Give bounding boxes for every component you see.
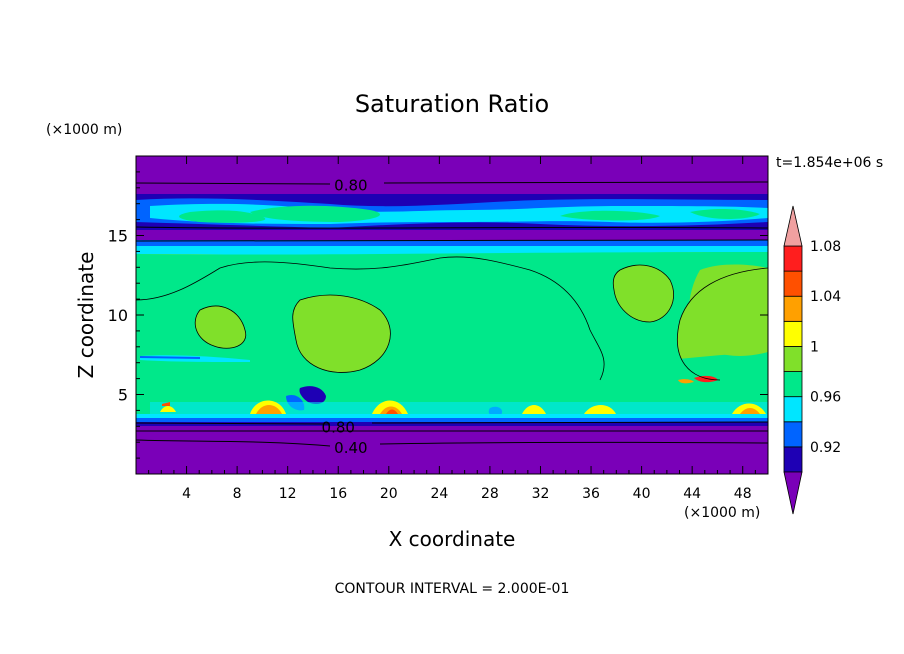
contour-line: [135, 430, 769, 432]
field-strip-blue: [136, 240, 768, 246]
contour-lines: [135, 181, 769, 447]
y-tick-label-2: 15: [108, 227, 128, 246]
colorbar-high-arrow: [783, 205, 803, 247]
chart-title: Saturation Ratio: [355, 90, 549, 118]
contour-label-1: 0.80: [322, 418, 355, 436]
y-axis: 5 10 15: [108, 171, 768, 459]
x-tick-label-9: 40: [633, 486, 651, 502]
field-band-purple-mid: [136, 230, 768, 240]
x-tick-label-7: 32: [532, 486, 550, 502]
x-tick-label-3: 16: [329, 486, 347, 502]
contour-label-2: 0.40: [334, 439, 367, 457]
colorbar: 0.92 0.96 1 1.04 1.08: [783, 205, 841, 515]
colorbar-segment-5: [783, 320, 803, 347]
colorbar-label-1: 0.96: [810, 390, 841, 406]
colorbar-segment-6: [783, 295, 803, 322]
y-tick-label-1: 10: [108, 306, 128, 325]
colorbar-label-0: 0.92: [810, 440, 841, 456]
contour-field: [136, 156, 768, 474]
x-tick-label-11: 48: [734, 486, 752, 502]
x-tick-label-5: 24: [430, 486, 448, 502]
colorbar-label-4: 1.08: [810, 239, 841, 255]
contour-line: [194, 305, 247, 349]
colorbar-segment-2: [783, 396, 803, 423]
contour-label-0: 0.80: [334, 177, 367, 195]
contour-line: [135, 421, 769, 425]
x-tick-label-6: 28: [481, 486, 499, 502]
x-tick-label-0: 4: [182, 486, 191, 502]
colorbar-segment-4: [783, 346, 803, 372]
contour-line: [135, 256, 605, 381]
contour-line: [612, 264, 675, 323]
contour-line: [135, 439, 769, 447]
y-unit-label: (×1000 m): [46, 122, 122, 138]
x-tick-label-1: 8: [233, 486, 242, 502]
contour-line: [677, 267, 769, 381]
time-label: t=1.854e+06 s: [776, 155, 883, 171]
y-tick-label-0: 5: [118, 386, 128, 405]
field-green-patch-3: [613, 265, 674, 322]
field-warm-cores: [160, 375, 766, 414]
x-tick-label-4: 20: [380, 486, 398, 502]
contour-line: [135, 226, 769, 229]
field-band-green-upper: [179, 205, 761, 223]
colorbar-segment-0: [783, 446, 803, 473]
x-tick-label-8: 36: [582, 486, 600, 502]
colorbar-label-3: 1.04: [810, 289, 841, 305]
x-unit-label: (×1000 m): [684, 505, 760, 521]
field-lower-dark-blue: [136, 422, 768, 426]
field-green-patch-4: [688, 264, 768, 356]
field-strip-cyan: [136, 246, 768, 255]
x-axis: 4 8 12 16 20 24 28 32 36 40 44 48: [148, 156, 756, 502]
colorbar-segment-8: [783, 245, 803, 272]
colorbar-low-arrow: [783, 471, 803, 515]
colorbar-segment-1: [783, 421, 803, 448]
colorbar-segment-3: [783, 371, 803, 398]
x-tick-label-10: 44: [683, 486, 701, 502]
field-lower-band: [136, 420, 768, 474]
y-axis-label: Z coordinate: [74, 252, 98, 379]
x-tick-label-2: 12: [279, 486, 297, 502]
colorbar-label-2: 1: [810, 339, 819, 355]
contour-line: [135, 181, 769, 185]
contour-interval-note: CONTOUR INTERVAL = 2.000E-01: [335, 581, 570, 597]
colorbar-segment-7: [783, 270, 803, 297]
field-green-patch-2: [292, 295, 391, 373]
field-green-patch-1: [195, 306, 246, 349]
contour-line: [135, 239, 769, 242]
contour-labels: 0.80 0.80 0.40: [322, 177, 368, 457]
contour-line: [292, 294, 391, 373]
x-axis-label: X coordinate: [389, 527, 516, 551]
